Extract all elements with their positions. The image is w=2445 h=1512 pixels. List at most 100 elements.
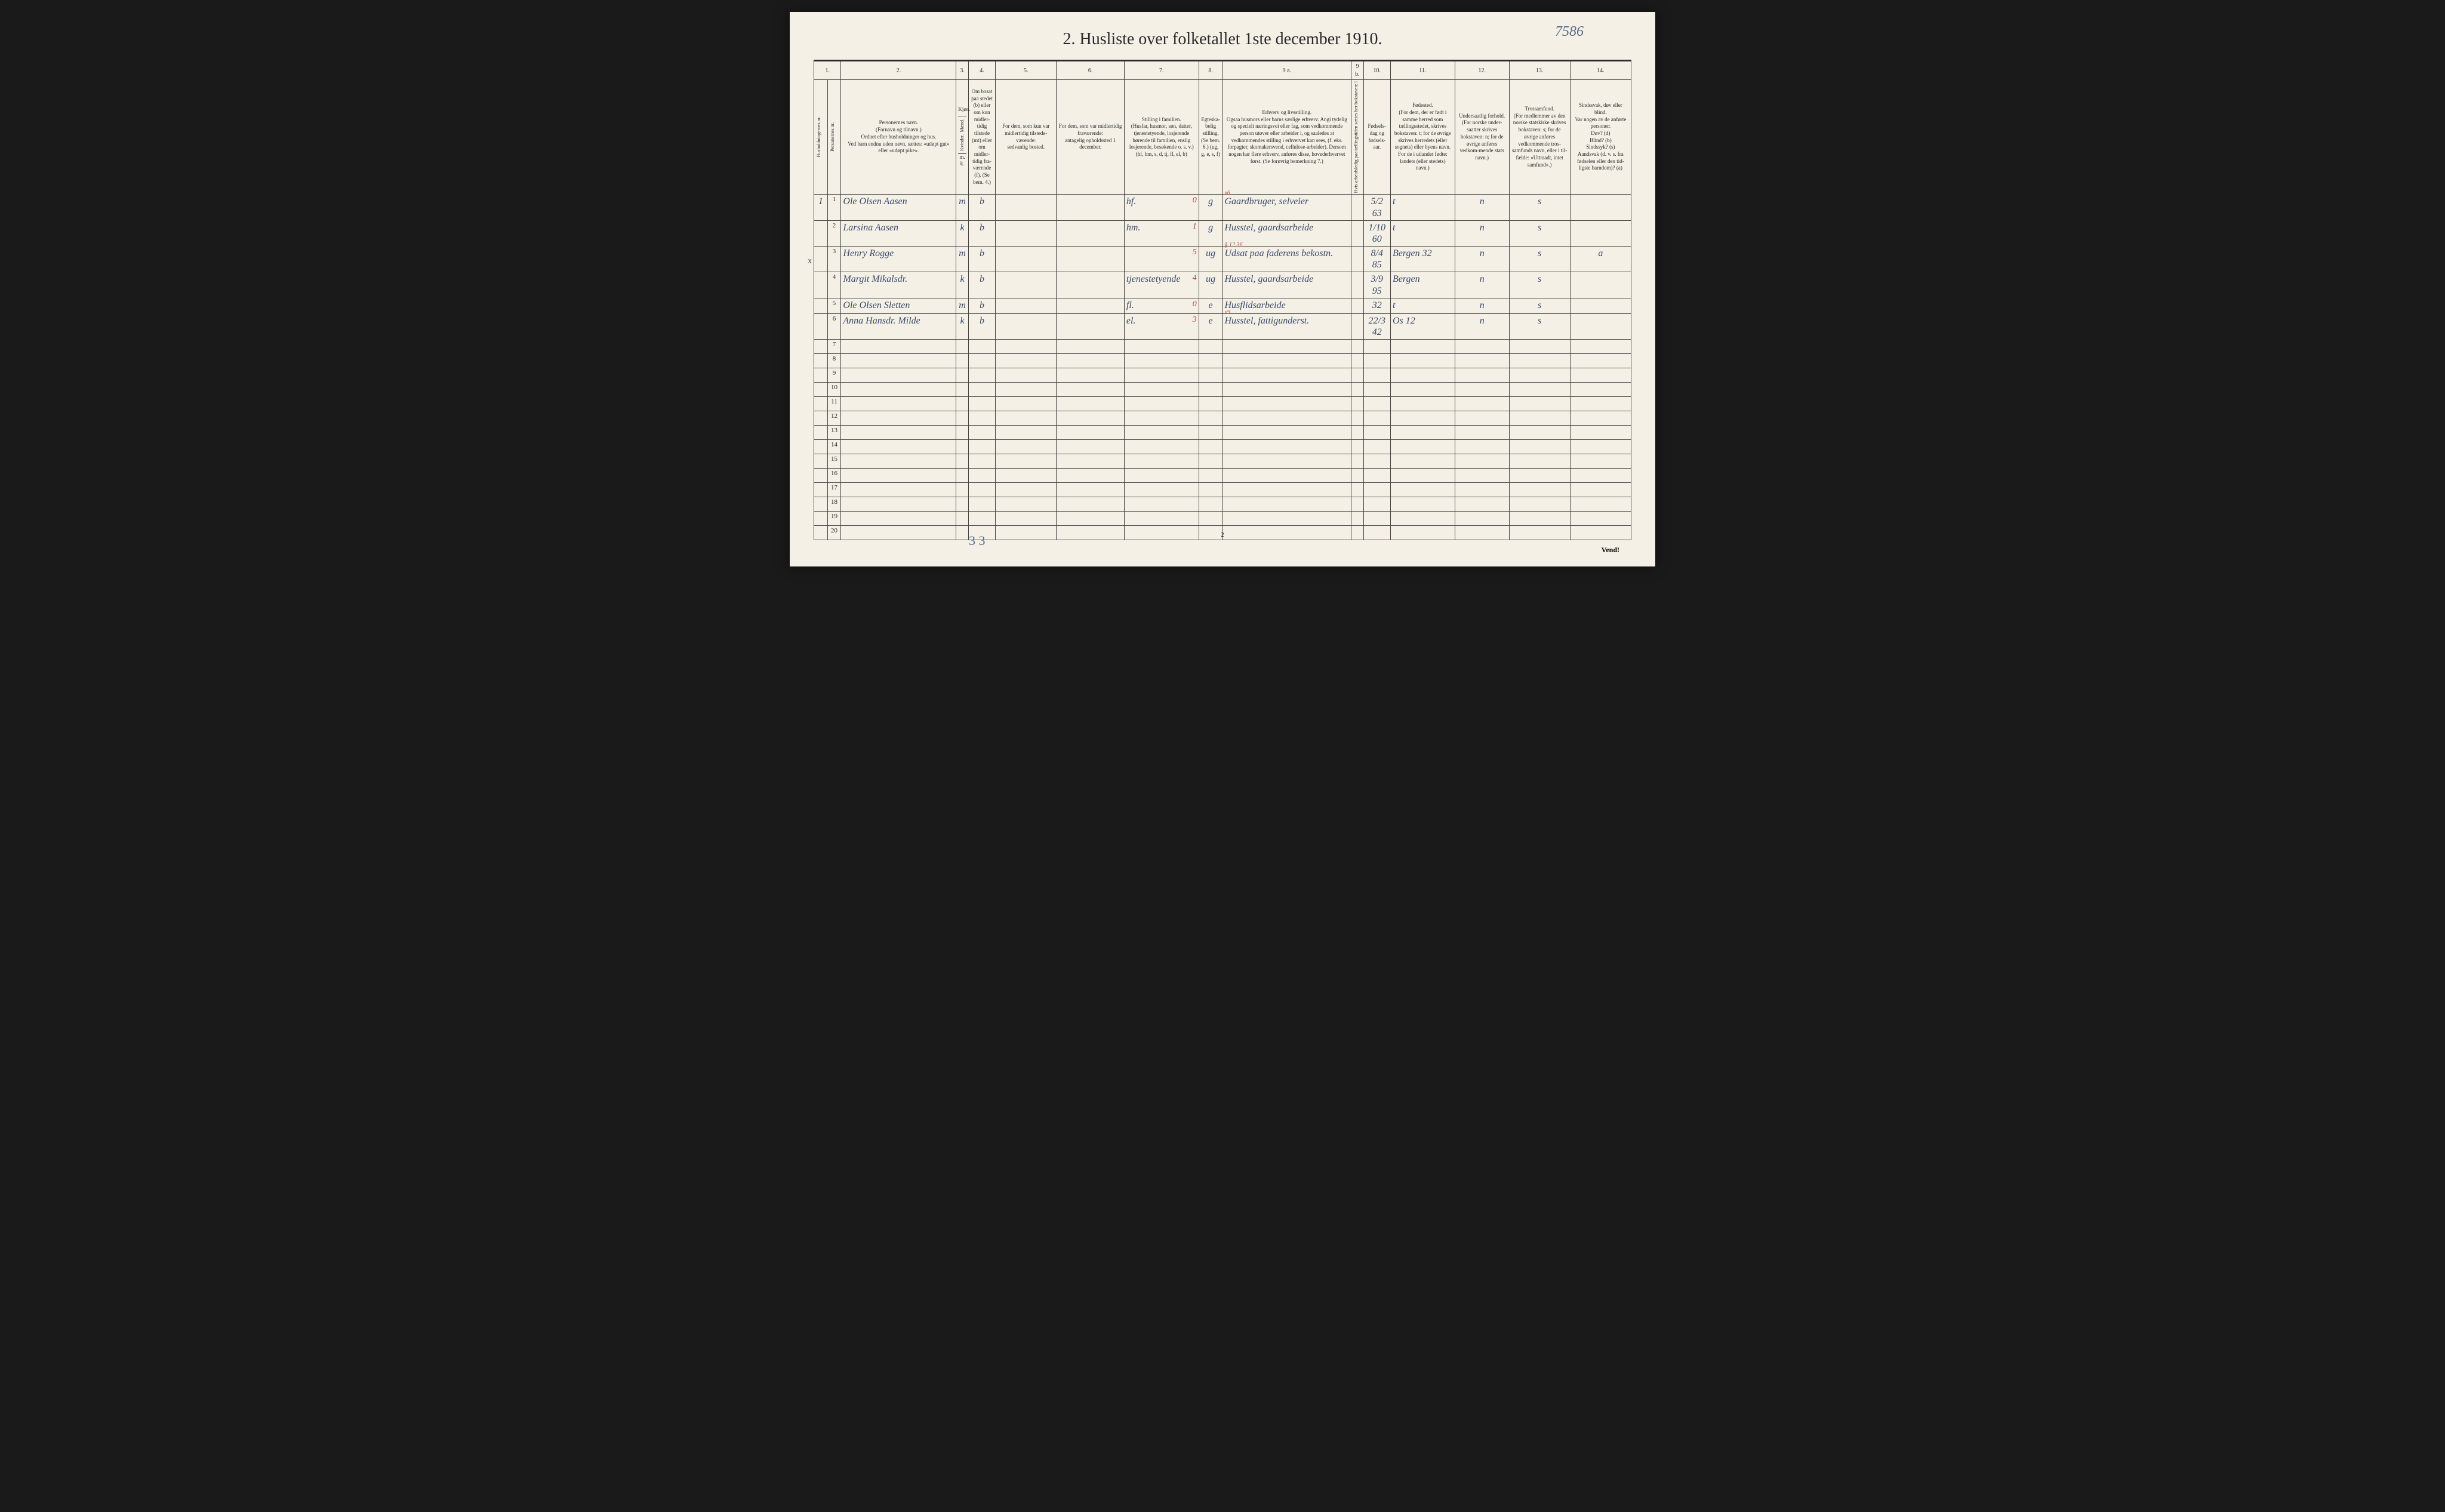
cell-pers-nr: 2 xyxy=(827,220,841,246)
cell-empty xyxy=(1570,469,1631,483)
cell-hush-nr xyxy=(814,497,828,512)
cell-empty xyxy=(1057,383,1125,397)
cell-pers-nr: 12 xyxy=(827,411,841,426)
cell-pers-nr: 19 xyxy=(827,512,841,526)
cell-empty xyxy=(1199,354,1222,368)
cell-empty xyxy=(1570,454,1631,469)
cell-empty xyxy=(1363,340,1390,354)
cell-empty xyxy=(1057,368,1125,383)
cell-fodselsdag: 5/2 63 xyxy=(1363,195,1390,220)
cell-sex: m xyxy=(956,195,968,220)
cell-empty xyxy=(1057,411,1125,426)
cell-empty xyxy=(1570,483,1631,497)
cell-empty xyxy=(841,340,956,354)
cell-pers-nr: 4 xyxy=(827,272,841,298)
cell-empty xyxy=(1199,440,1222,454)
cell-fodselsdag: 3/9 95 xyxy=(1363,272,1390,298)
cell-sex: k xyxy=(956,220,968,246)
cell-empty xyxy=(1455,354,1509,368)
cell-empty xyxy=(1351,512,1363,526)
cell-empty xyxy=(841,497,956,512)
cell-bosat: b xyxy=(968,313,995,339)
cell-empty xyxy=(1363,440,1390,454)
cell-empty xyxy=(1570,426,1631,440)
cell-empty xyxy=(841,454,956,469)
cell-empty xyxy=(841,483,956,497)
table-row: 13 xyxy=(814,426,1631,440)
hdr-sind: Sindssvak, døv eller blind. Var nogen av… xyxy=(1570,80,1631,195)
cell-pers-nr: 6 xyxy=(827,313,841,339)
cell-empty xyxy=(1222,497,1351,512)
cell-empty xyxy=(1124,354,1199,368)
cell-pers-nr: 9 xyxy=(827,368,841,383)
cell-midler xyxy=(996,272,1057,298)
cell-empty xyxy=(956,397,968,411)
cell-empty xyxy=(1570,397,1631,411)
cell-sind xyxy=(1570,272,1631,298)
cell-hush-nr xyxy=(814,440,828,454)
table-row: 18 xyxy=(814,497,1631,512)
cell-empty xyxy=(1057,483,1125,497)
cell-empty xyxy=(1390,397,1455,411)
footer-page-number: 2 xyxy=(814,532,1631,538)
cell-empty xyxy=(1351,340,1363,354)
cell-empty xyxy=(1455,426,1509,440)
cell-empty xyxy=(1057,512,1125,526)
cell-sind: a xyxy=(1570,247,1631,272)
cell-empty xyxy=(1222,512,1351,526)
cell-empty xyxy=(1390,469,1455,483)
cell-sex: k xyxy=(956,313,968,339)
cell-empty xyxy=(996,454,1057,469)
cell-empty xyxy=(1124,411,1199,426)
cell-hush-nr xyxy=(814,368,828,383)
cell-empty xyxy=(1570,354,1631,368)
cell-erhverv: Husflidsarbeide xyxy=(1222,298,1351,313)
cell-empty xyxy=(841,383,956,397)
cell-bosat: b xyxy=(968,298,995,313)
cell-empty xyxy=(968,354,995,368)
cell-empty xyxy=(1390,483,1455,497)
cell-empty xyxy=(1124,440,1199,454)
cell-empty xyxy=(968,368,995,383)
cell-sind xyxy=(1570,298,1631,313)
hdr-navn: Personernes navn. (Fornavn og tilnavn.) … xyxy=(841,80,956,195)
hdr-fodselsdag: Fødsels-dag og fødsels-aar. xyxy=(1363,80,1390,195)
cell-empty xyxy=(1057,340,1125,354)
cell-empty xyxy=(1057,454,1125,469)
cell-fodselsdag: 1/10 60 xyxy=(1363,220,1390,246)
cell-egt: g xyxy=(1199,195,1222,220)
cell-sind xyxy=(1570,195,1631,220)
cell-erhverv: § 12 36Udsat paa faderens bekostn. xyxy=(1222,247,1351,272)
cell-stilling: tjenestetyende4 xyxy=(1124,272,1199,298)
cell-midler xyxy=(996,298,1057,313)
cell-empty xyxy=(841,440,956,454)
cell-undersaat: n xyxy=(1455,247,1509,272)
colnum-11: 11. xyxy=(1390,61,1455,80)
colnum-7: 7. xyxy=(1124,61,1199,80)
cell-empty xyxy=(1570,411,1631,426)
cell-hush-nr xyxy=(814,340,828,354)
cell-pers-nr: 8 xyxy=(827,354,841,368)
cell-sex: m xyxy=(956,247,968,272)
cell-stilling: el.3 xyxy=(1124,313,1199,339)
cell-undersaat: n xyxy=(1455,272,1509,298)
cell-tros: s xyxy=(1509,272,1570,298)
cell-pers-nr: 7 xyxy=(827,340,841,354)
table-row: 2Larsina Aasenkbhm.1gHusstel, gaardsarbe… xyxy=(814,220,1631,246)
cell-pers-nr: 10 xyxy=(827,383,841,397)
cell-erhverv: Husstel, gaardsarbeide xyxy=(1222,272,1351,298)
cell-empty xyxy=(1124,454,1199,469)
cell-empty xyxy=(1222,426,1351,440)
cell-empty xyxy=(1124,512,1199,526)
cell-empty xyxy=(1455,440,1509,454)
cell-9b xyxy=(1351,247,1363,272)
cell-empty xyxy=(996,497,1057,512)
cell-empty xyxy=(1199,483,1222,497)
cell-fodested: Bergen xyxy=(1390,272,1455,298)
cell-empty xyxy=(968,469,995,483)
cell-empty xyxy=(1199,383,1222,397)
cell-empty xyxy=(1351,469,1363,483)
cell-empty xyxy=(1570,512,1631,526)
cell-midler xyxy=(996,220,1057,246)
cell-empty xyxy=(1509,354,1570,368)
